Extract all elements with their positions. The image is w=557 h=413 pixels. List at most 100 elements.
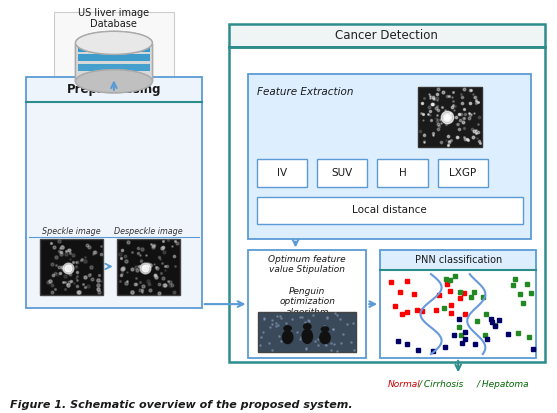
Point <box>258 328 267 335</box>
Point <box>466 100 475 106</box>
Point <box>169 289 178 295</box>
Point <box>462 135 471 142</box>
Point <box>430 115 439 121</box>
Point <box>446 109 455 116</box>
Point <box>304 318 313 324</box>
Point <box>48 282 57 289</box>
Point <box>300 319 309 325</box>
Text: Feature Extraction: Feature Extraction <box>257 87 353 97</box>
Point <box>471 100 480 107</box>
Point <box>432 116 441 123</box>
Point <box>138 286 146 293</box>
Point <box>78 281 87 287</box>
Point <box>94 276 103 283</box>
Point <box>445 93 454 99</box>
Point <box>135 286 144 293</box>
Point <box>275 313 284 320</box>
Point <box>70 280 79 286</box>
Point <box>71 264 80 271</box>
Point <box>418 100 427 106</box>
Point <box>96 242 105 249</box>
Bar <box>229 47 545 362</box>
Point <box>301 345 310 352</box>
Bar <box>40 239 103 294</box>
Point <box>97 278 106 284</box>
Point <box>131 281 140 288</box>
Point <box>162 262 171 269</box>
Point <box>144 261 153 267</box>
Point <box>73 277 82 284</box>
Point <box>466 112 475 118</box>
Point <box>61 267 70 273</box>
Bar <box>77 64 150 71</box>
Point <box>432 96 441 103</box>
Point <box>273 322 282 329</box>
Point <box>69 259 78 266</box>
Point <box>460 106 468 112</box>
Point <box>154 281 163 287</box>
Point <box>128 289 137 295</box>
Point <box>281 319 290 326</box>
Point <box>131 280 140 287</box>
Point <box>330 340 339 347</box>
Point <box>329 326 338 333</box>
Point <box>72 273 81 279</box>
Point <box>424 104 433 111</box>
Point <box>120 253 129 259</box>
Point <box>136 257 145 264</box>
Point <box>136 279 145 285</box>
Point <box>323 314 331 320</box>
Point <box>328 326 337 332</box>
Point <box>95 289 104 296</box>
Ellipse shape <box>76 31 152 55</box>
Point <box>149 243 158 250</box>
Point <box>429 132 438 139</box>
Point <box>131 275 140 281</box>
Point <box>426 93 435 100</box>
Point <box>470 94 478 100</box>
Point <box>321 330 330 337</box>
Point <box>133 244 142 251</box>
Point <box>428 130 437 136</box>
Bar <box>380 250 536 270</box>
Point <box>460 85 468 92</box>
Point <box>465 87 474 93</box>
Text: US liver image
Database: US liver image Database <box>79 8 149 29</box>
Point <box>84 244 93 250</box>
Point <box>472 126 481 133</box>
Point <box>326 347 335 354</box>
Point <box>459 115 468 121</box>
Point <box>159 282 168 288</box>
Text: Local distance: Local distance <box>352 205 427 215</box>
Point <box>47 240 56 246</box>
Point <box>320 325 329 331</box>
Text: Penguin
optimization
algorithm: Penguin optimization algorithm <box>279 287 335 317</box>
Point <box>433 112 442 118</box>
Point <box>266 323 275 330</box>
Point <box>56 269 65 276</box>
Point <box>457 91 466 97</box>
Point <box>455 110 463 117</box>
Point <box>436 119 445 126</box>
Point <box>322 342 331 348</box>
Bar <box>77 45 150 52</box>
Point <box>90 249 99 255</box>
Point <box>457 94 466 101</box>
Ellipse shape <box>76 70 152 93</box>
Point <box>146 241 155 247</box>
Point <box>442 113 451 120</box>
Point <box>442 136 451 143</box>
Point <box>326 340 335 347</box>
Point <box>419 110 428 117</box>
Point <box>144 278 153 284</box>
Point <box>320 323 329 329</box>
Point <box>63 264 72 271</box>
Point <box>297 314 306 320</box>
Point <box>433 85 442 92</box>
Point <box>475 139 484 146</box>
Point <box>417 110 426 117</box>
Point <box>134 250 143 256</box>
Point <box>72 282 81 289</box>
Point <box>473 129 482 135</box>
Point <box>118 270 126 276</box>
